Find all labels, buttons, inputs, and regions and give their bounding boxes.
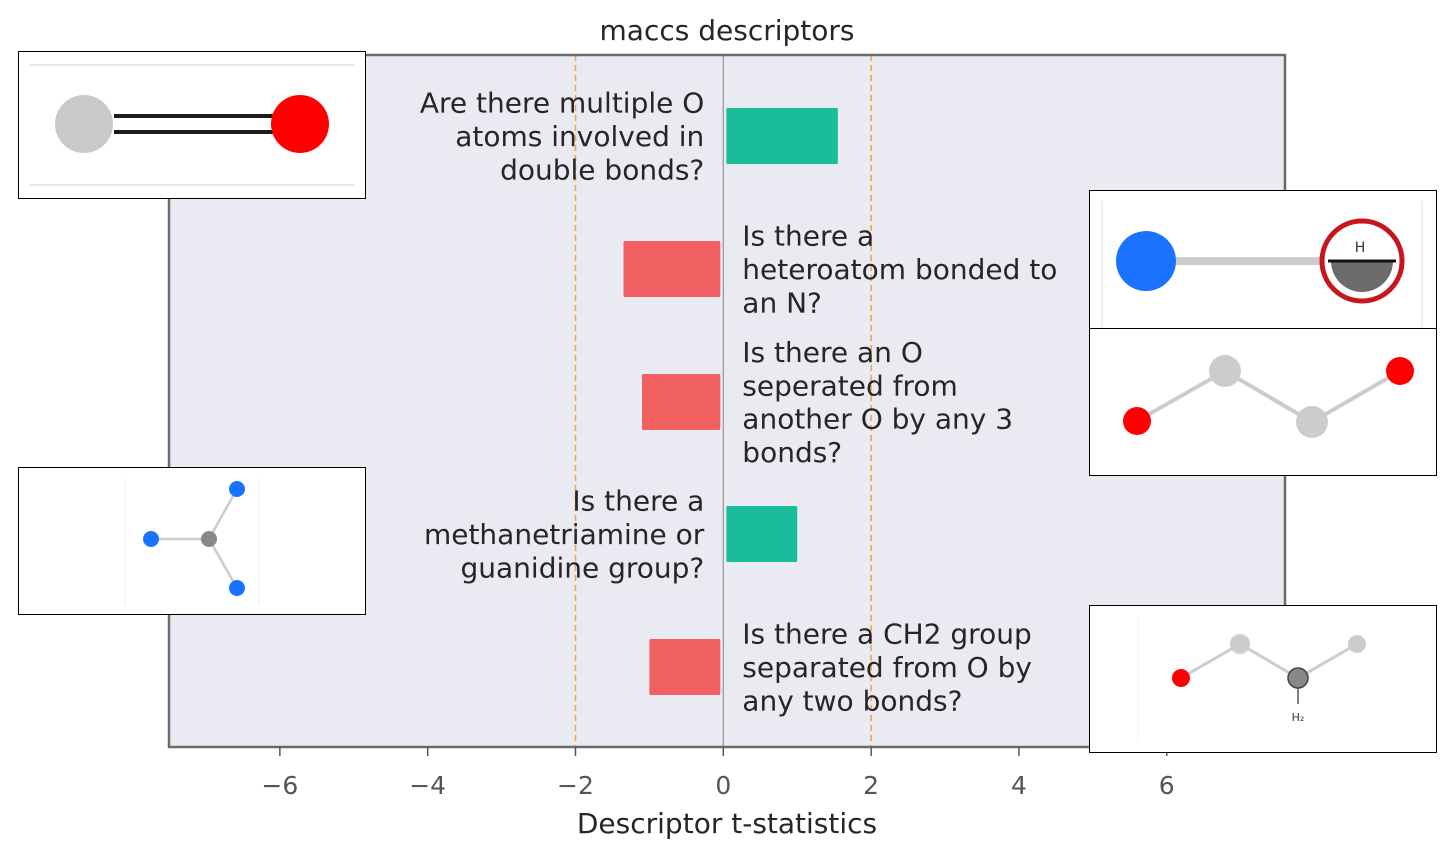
category-label-2-line-2: another O by any 3 xyxy=(742,403,1013,436)
x-tick-label-1: −4 xyxy=(409,771,446,800)
co-double-bond-molecule xyxy=(29,64,355,186)
category-label-4: Is there a CH2 group separated from O by a… xyxy=(742,618,1032,718)
bar-1 xyxy=(623,241,721,297)
category-label-3-line-0: Is there a xyxy=(572,485,704,518)
bar-4 xyxy=(649,639,721,695)
inset-co-double-bond xyxy=(18,51,366,199)
category-label-3-line-1: methanetriamine or xyxy=(424,518,705,551)
category-label-0-line-2: double bonds? xyxy=(500,153,704,186)
o-c-c-o-molecule xyxy=(1123,355,1414,438)
methanetriamine-molecule xyxy=(124,478,260,604)
x-tick-label-2: −2 xyxy=(557,771,594,800)
hydrogen-label: H xyxy=(1355,240,1366,256)
oxygen-atom-left xyxy=(1123,407,1151,435)
category-label-0-line-1: atoms involved in xyxy=(455,120,704,153)
oxygen-atom xyxy=(1172,669,1190,687)
inset-o-c-c-o-chain xyxy=(1089,328,1437,476)
bar-0 xyxy=(726,108,838,164)
inset-methanetriamine xyxy=(18,467,366,615)
x-tick-label-4: 2 xyxy=(863,771,879,800)
carbon-atom-2 xyxy=(1348,635,1366,653)
category-label-1: Is there a heteroatom bonded to an N? xyxy=(742,220,1057,320)
nitrogen-atom-top xyxy=(229,481,245,497)
category-label-3: Is there a methanetriamine or guanidine gr… xyxy=(424,485,705,585)
hydrogen-atom xyxy=(1331,261,1393,292)
x-tick-label-3: 0 xyxy=(715,771,731,800)
x-tick-label-0: −6 xyxy=(261,771,298,800)
category-label-3-line-2: guanidine group? xyxy=(460,551,704,584)
category-label-0-line-0: Are there multiple O xyxy=(420,87,704,120)
inset-n-h-bond: H xyxy=(1089,190,1437,330)
nitrogen-atom-left xyxy=(143,531,159,547)
x-axis-label: Descriptor t-statistics xyxy=(577,807,877,840)
nitrogen-atom-bottom xyxy=(229,580,245,596)
hydrogen-label: H₂ xyxy=(1292,711,1305,724)
category-label-4-line-2: any two bonds? xyxy=(742,684,962,717)
category-label-1-line-1: heteroatom bonded to xyxy=(742,253,1057,286)
chart-title: maccs descriptors xyxy=(600,14,855,47)
x-tick-label-5: 4 xyxy=(1011,771,1027,800)
nitrogen-atom xyxy=(1116,231,1176,291)
x-tick-label-6: 6 xyxy=(1159,771,1175,800)
n-h-bond-molecule: H xyxy=(1101,201,1423,327)
category-label-4-line-0: Is there a CH2 group xyxy=(742,618,1031,651)
category-label-4-line-1: separated from O by xyxy=(742,651,1032,684)
carbon-atom xyxy=(55,95,113,153)
carbon-atom-1 xyxy=(1230,634,1250,654)
category-label-2-line-3: bonds? xyxy=(742,436,842,469)
category-label-2-line-0: Is there an O xyxy=(742,336,923,369)
carbon-atom xyxy=(201,531,217,547)
ch2-o-molecule: H₂ xyxy=(1137,616,1366,742)
oxygen-atom xyxy=(271,95,329,153)
bar-3 xyxy=(726,506,798,562)
inset-ch2-o-chain: H₂ xyxy=(1089,605,1437,753)
category-label-2-line-1: seperated from xyxy=(742,369,958,402)
carbon-atom-2 xyxy=(1296,406,1328,438)
oxygen-atom-right xyxy=(1386,357,1414,385)
category-label-1-line-0: Is there a xyxy=(742,220,874,253)
bar-2 xyxy=(642,374,721,430)
category-label-1-line-2: an N? xyxy=(742,286,822,319)
ch2-carbon-atom xyxy=(1287,667,1309,689)
carbon-atom-1 xyxy=(1209,355,1241,387)
